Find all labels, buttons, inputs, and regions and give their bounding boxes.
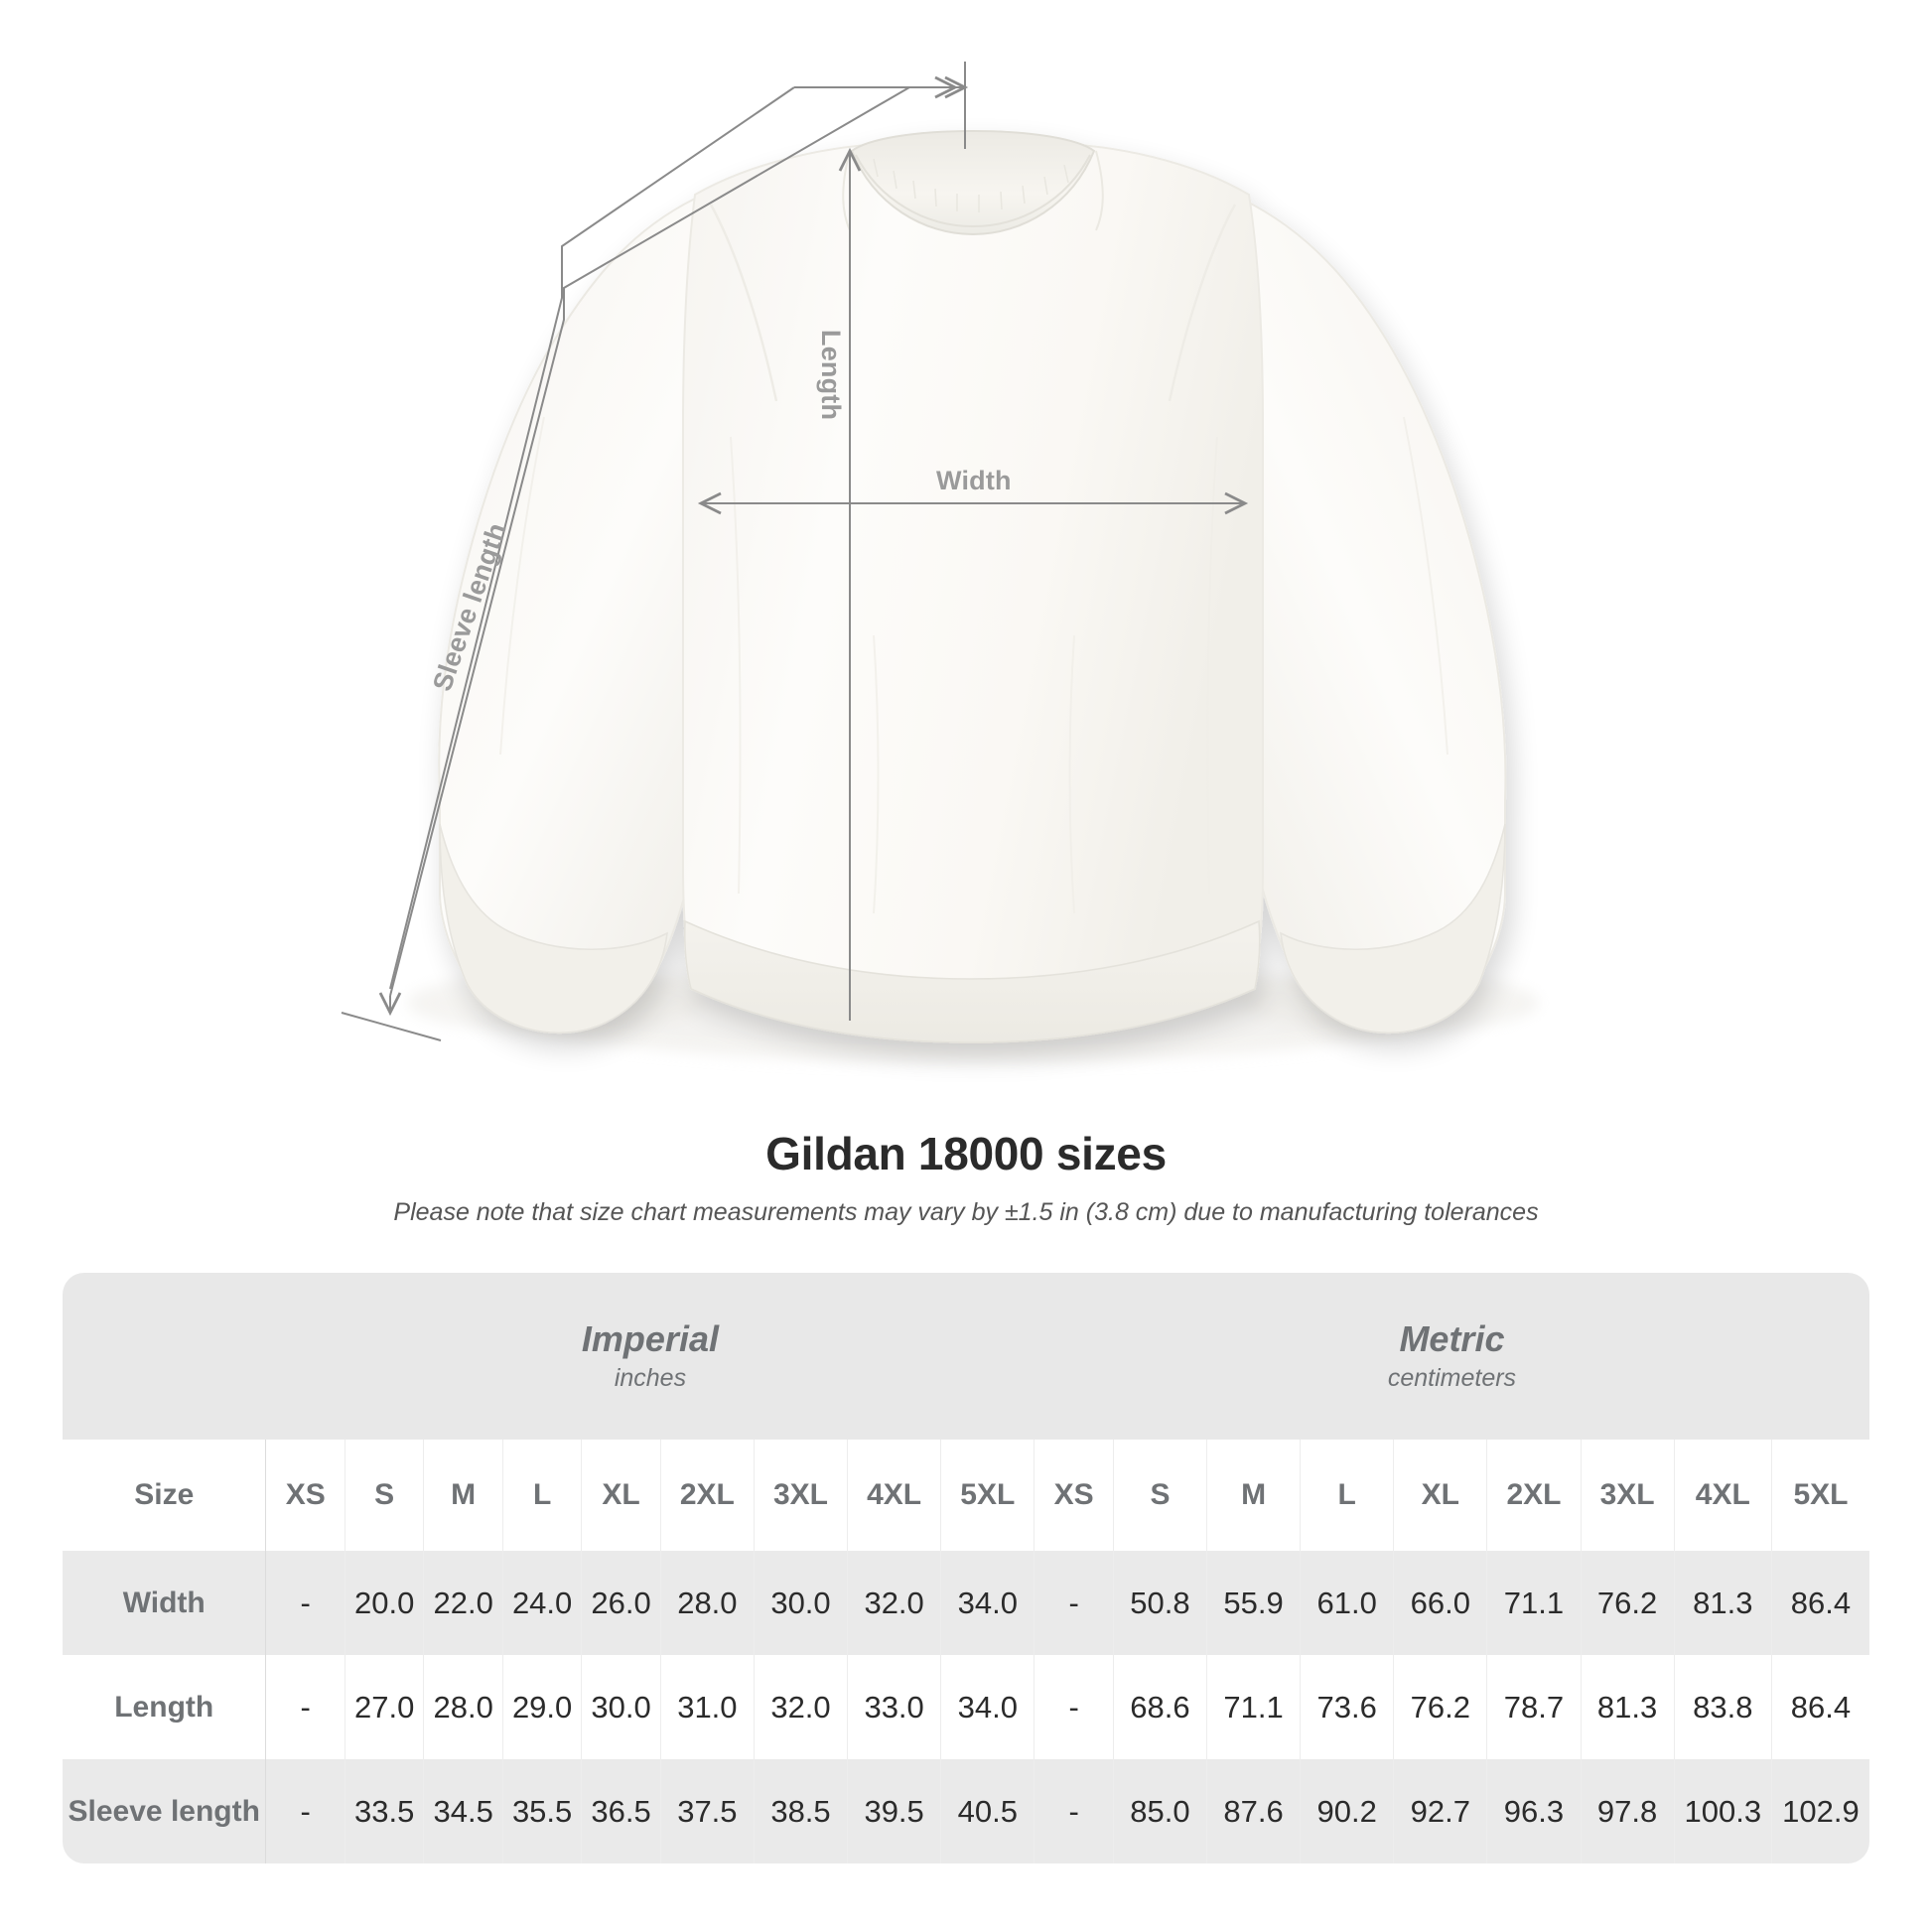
- size-header-metric-l: L: [1300, 1440, 1395, 1551]
- cell-sleeve-imperial-5xl: 40.5: [940, 1759, 1035, 1863]
- cell-width-metric-5xl: 86.4: [1771, 1551, 1869, 1655]
- size-header-imperial-xs: XS: [265, 1440, 345, 1551]
- size-header-metric-3xl: 3XL: [1581, 1440, 1675, 1551]
- cell-sleeve-imperial-m: 34.5: [423, 1759, 503, 1863]
- cell-sleeve-metric-3xl: 97.8: [1581, 1759, 1675, 1863]
- cell-sleeve-metric-5xl: 102.9: [1771, 1759, 1869, 1863]
- garment-diagram: Length Width Sleeve length: [341, 62, 1539, 1062]
- cell-length-imperial-m: 28.0: [423, 1655, 503, 1759]
- cell-length-imperial-4xl: 33.0: [847, 1655, 942, 1759]
- cell-length-imperial-l: 29.0: [502, 1655, 583, 1759]
- cell-length-imperial-5xl: 34.0: [940, 1655, 1035, 1759]
- cell-length-imperial-xs: -: [265, 1655, 345, 1759]
- cell-width-metric-2xl: 71.1: [1486, 1551, 1582, 1655]
- length-dimension-label: Length: [816, 330, 846, 421]
- size-header-imperial-4xl: 4XL: [847, 1440, 942, 1551]
- cell-sleeve-imperial-l: 35.5: [502, 1759, 583, 1863]
- size-header-imperial-l: L: [502, 1440, 583, 1551]
- cell-width-imperial-4xl: 32.0: [847, 1551, 942, 1655]
- cell-length-imperial-3xl: 32.0: [754, 1655, 849, 1759]
- size-chart-table-container: Imperial inches Metric centimeters Size …: [63, 1273, 1869, 1863]
- width-dimension-label: Width: [936, 466, 1012, 495]
- cell-width-imperial-s: 20.0: [345, 1551, 425, 1655]
- cell-sleeve-imperial-2xl: 37.5: [660, 1759, 755, 1863]
- cell-sleeve-metric-l: 90.2: [1300, 1759, 1395, 1863]
- size-header-metric-xl: XL: [1393, 1440, 1488, 1551]
- size-header-metric-s: S: [1113, 1440, 1208, 1551]
- unit-name-imperial: Imperial: [581, 1318, 719, 1359]
- cell-sleeve-metric-xs: -: [1034, 1759, 1114, 1863]
- cell-length-metric-5xl: 86.4: [1771, 1655, 1869, 1759]
- cell-sleeve-imperial-3xl: 38.5: [754, 1759, 849, 1863]
- cell-length-metric-m: 71.1: [1206, 1655, 1302, 1759]
- table-row: Length - 27.0 28.0 29.0 30.0 31.0 32.0 3…: [63, 1655, 1869, 1759]
- cell-width-metric-3xl: 76.2: [1581, 1551, 1675, 1655]
- cell-sleeve-imperial-s: 33.5: [345, 1759, 425, 1863]
- cell-length-imperial-s: 27.0: [345, 1655, 425, 1759]
- title-block: Gildan 18000 sizes Please note that size…: [0, 1127, 1932, 1227]
- cell-length-metric-2xl: 78.7: [1486, 1655, 1582, 1759]
- size-header-imperial-s: S: [345, 1440, 425, 1551]
- cell-sleeve-metric-s: 85.0: [1113, 1759, 1208, 1863]
- size-header-label: Size: [63, 1440, 267, 1551]
- cell-sleeve-metric-2xl: 96.3: [1486, 1759, 1582, 1863]
- cell-width-metric-4xl: 81.3: [1674, 1551, 1772, 1655]
- cell-length-imperial-2xl: 31.0: [660, 1655, 755, 1759]
- size-header-imperial-3xl: 3XL: [754, 1440, 849, 1551]
- cell-sleeve-metric-xl: 92.7: [1393, 1759, 1488, 1863]
- size-header-row: Size XS S M L XL 2XL 3XL 4XL 5XL XS S M …: [63, 1440, 1869, 1551]
- cell-width-imperial-xl: 26.0: [581, 1551, 661, 1655]
- cell-width-metric-m: 55.9: [1206, 1551, 1302, 1655]
- cell-length-metric-s: 68.6: [1113, 1655, 1208, 1759]
- page-title: Gildan 18000 sizes: [765, 1128, 1167, 1179]
- unit-sub-metric: centimeters: [1387, 1364, 1517, 1392]
- cell-width-metric-l: 61.0: [1300, 1551, 1395, 1655]
- row-label-sleeve-length: Sleeve length: [63, 1759, 267, 1863]
- size-header-metric-4xl: 4XL: [1674, 1440, 1772, 1551]
- cell-sleeve-metric-m: 87.6: [1206, 1759, 1302, 1863]
- cell-length-metric-l: 73.6: [1300, 1655, 1395, 1759]
- cell-width-imperial-xs: -: [265, 1551, 345, 1655]
- cell-length-imperial-xl: 30.0: [581, 1655, 661, 1759]
- size-header-imperial-5xl: 5XL: [940, 1440, 1035, 1551]
- cell-width-metric-s: 50.8: [1113, 1551, 1208, 1655]
- cell-width-imperial-l: 24.0: [502, 1551, 583, 1655]
- cell-width-metric-xl: 66.0: [1393, 1551, 1488, 1655]
- table-row: Width - 20.0 22.0 24.0 26.0 28.0 30.0 32…: [63, 1551, 1869, 1655]
- row-label-width: Width: [63, 1551, 267, 1655]
- row-label-length: Length: [63, 1655, 267, 1759]
- sweatshirt-illustration: [341, 62, 1539, 1062]
- unit-name-metric: Metric: [1399, 1318, 1505, 1359]
- cell-width-imperial-5xl: 34.0: [940, 1551, 1035, 1655]
- size-chart-table: Imperial inches Metric centimeters Size …: [63, 1273, 1869, 1863]
- cell-width-imperial-2xl: 28.0: [660, 1551, 755, 1655]
- size-header-imperial-2xl: 2XL: [660, 1440, 755, 1551]
- cell-sleeve-imperial-xl: 36.5: [581, 1759, 661, 1863]
- cell-length-metric-4xl: 83.8: [1674, 1655, 1772, 1759]
- cell-width-metric-xs: -: [1034, 1551, 1114, 1655]
- tolerance-note: Please note that size chart measurements…: [393, 1198, 1539, 1226]
- table-row: Sleeve length - 33.5 34.5 35.5 36.5 37.5…: [63, 1759, 1869, 1863]
- cell-length-metric-3xl: 81.3: [1581, 1655, 1675, 1759]
- cell-sleeve-imperial-4xl: 39.5: [847, 1759, 942, 1863]
- size-header-metric-m: M: [1206, 1440, 1302, 1551]
- unit-sub-imperial: inches: [614, 1364, 687, 1392]
- size-header-metric-2xl: 2XL: [1486, 1440, 1582, 1551]
- cell-sleeve-metric-4xl: 100.3: [1674, 1759, 1772, 1863]
- size-header-imperial-xl: XL: [581, 1440, 661, 1551]
- size-header-imperial-m: M: [423, 1440, 503, 1551]
- cell-width-imperial-m: 22.0: [423, 1551, 503, 1655]
- cell-length-metric-xl: 76.2: [1393, 1655, 1488, 1759]
- unit-header-row: Imperial inches Metric centimeters: [63, 1273, 1869, 1440]
- unit-header-imperial: Imperial inches: [265, 1273, 1035, 1440]
- unit-spacer-cell: [63, 1273, 266, 1440]
- unit-header-metric: Metric centimeters: [1034, 1273, 1869, 1440]
- cell-length-metric-xs: -: [1034, 1655, 1114, 1759]
- cell-width-imperial-3xl: 30.0: [754, 1551, 849, 1655]
- size-header-metric-5xl: 5XL: [1771, 1440, 1869, 1551]
- size-header-metric-xs: XS: [1034, 1440, 1114, 1551]
- cell-sleeve-imperial-xs: -: [265, 1759, 345, 1863]
